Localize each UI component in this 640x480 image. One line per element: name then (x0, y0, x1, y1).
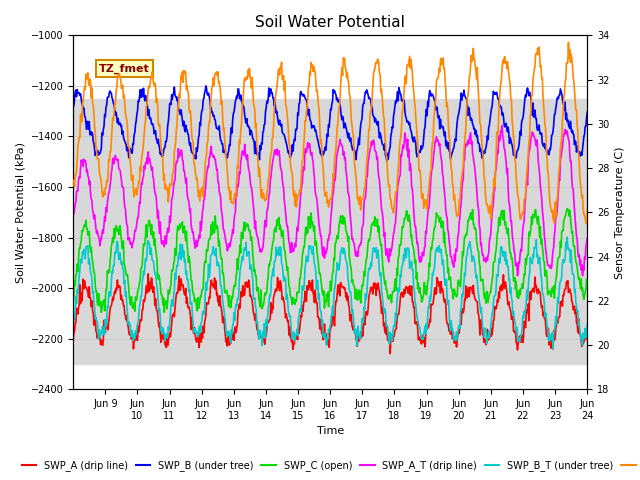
Legend: SWP_A (drip line), SWP_B (under tree), SWP_C (open), SWP_A_T (drip line), SWP_B_: SWP_A (drip line), SWP_B (under tree), S… (18, 456, 640, 475)
Title: Soil Water Potential: Soil Water Potential (255, 15, 405, 30)
Text: TZ_fmet: TZ_fmet (99, 64, 150, 74)
X-axis label: Time: Time (317, 426, 344, 436)
Bar (73, 98, 588, 364)
Y-axis label: Sensor Temperature (C): Sensor Temperature (C) (615, 146, 625, 278)
Y-axis label: Soil Water Potential (kPa): Soil Water Potential (kPa) (15, 142, 25, 283)
